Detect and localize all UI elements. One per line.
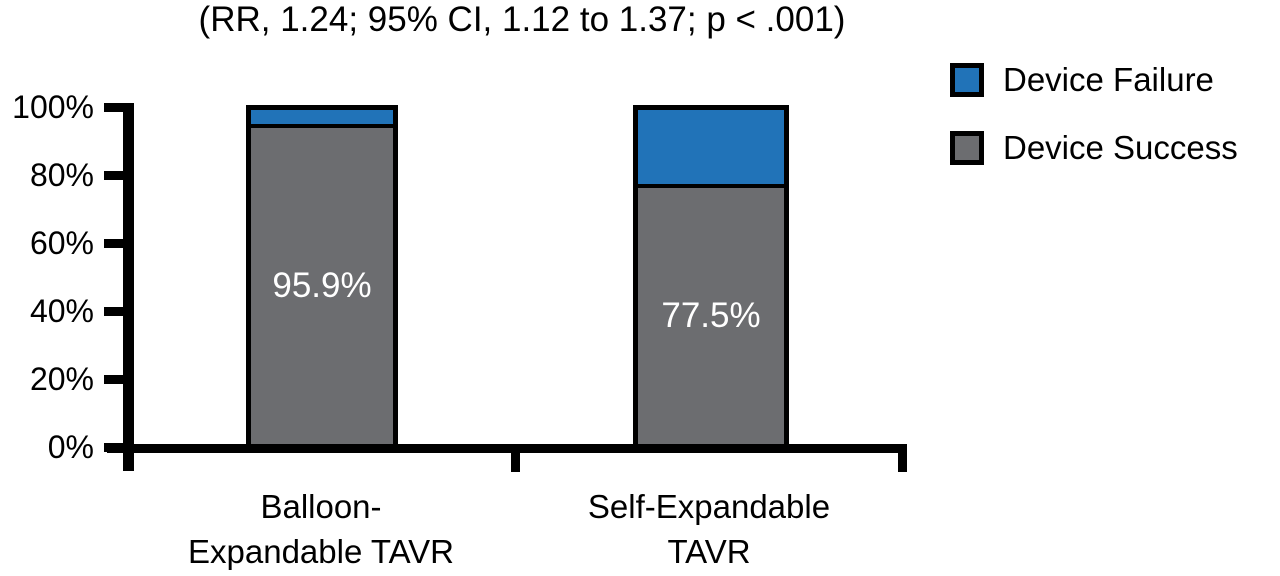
y-tick-label: 80% [29,157,94,193]
bar-segment-device-success: 77.5% [638,188,784,444]
bar-value-label: 95.9% [272,265,372,305]
y-tick-mark [104,171,123,180]
chart-title: (RR, 1.24; 95% CI, 1.12 to 1.37; p < .00… [198,0,846,39]
category-label-line: Expandable TAVR [188,533,454,570]
y-tick-label: 0% [47,429,94,465]
bar-self-expandable: 77.5% [633,105,789,449]
legend-swatch-device-failure [950,63,984,97]
y-tick-mark [104,103,123,112]
category-label-balloon-expandable: Balloon- Expandable TAVR [161,484,481,574]
x-tick-mark [898,444,907,472]
y-tick-mark [104,307,123,316]
category-label-self-expandable: Self-Expandable TAVR [549,484,869,574]
legend-item-device-failure: Device Failure [950,63,1238,97]
bar-segment-device-failure [251,110,393,128]
legend-label: Device Success [1003,129,1238,166]
bar-segment-device-failure [638,110,784,189]
bar-segment-device-success: 95.9% [251,127,393,444]
y-tick-label: 20% [29,361,94,397]
y-tick-label: 100% [12,89,94,125]
y-axis-line [123,103,134,471]
y-tick-mark [104,239,123,248]
category-label-line: Balloon- [260,488,382,525]
legend-swatch-device-success [950,131,984,165]
x-tick-mark [511,444,520,472]
legend: Device Failure Device Success [950,63,1238,199]
y-tick-mark [104,375,123,384]
y-tick-label: 40% [29,293,94,329]
category-label-line: TAVR [667,533,751,570]
bar-value-label: 77.5% [661,296,761,336]
legend-item-device-success: Device Success [950,131,1238,165]
bar-balloon-expandable: 95.9% [246,105,398,449]
legend-label: Device Failure [1003,61,1214,98]
y-tick-label: 60% [29,225,94,261]
category-label-line: Self-Expandable [587,488,831,525]
x-axis-line [107,444,907,453]
